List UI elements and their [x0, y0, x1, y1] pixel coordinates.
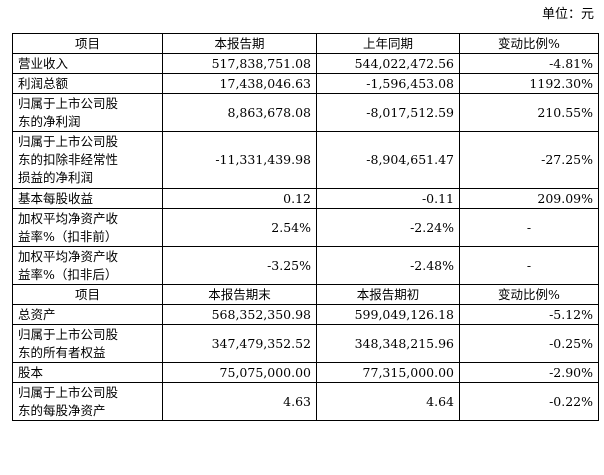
section2-header-row: 项目 本报告期末 本报告期初 变动比例% — [12, 284, 599, 305]
table-row: 归属于上市公司股 东的所有者权益 347,479,352.52 348,348,… — [12, 324, 599, 363]
column-header-prior-period: 上年同期 — [316, 33, 460, 54]
row-label: 加权平均净资产收 益率%（扣非前） — [12, 208, 163, 247]
current-value: 2.54% — [162, 208, 317, 247]
prior-value: 348,348,215.96 — [316, 324, 460, 363]
table-row: 归属于上市公司股 东的每股净资产 4.63 4.64 -0.22% — [12, 382, 599, 421]
prior-value: -2.48% — [316, 246, 460, 285]
prior-value: 544,022,472.56 — [316, 53, 460, 74]
current-value: 347,479,352.52 — [162, 324, 317, 363]
prior-value: -2.24% — [316, 208, 460, 247]
column-header-period-start: 本报告期初 — [316, 284, 460, 305]
change-value: - — [459, 246, 599, 285]
column-header-item: 项目 — [12, 284, 163, 305]
current-value: -3.25% — [162, 246, 317, 285]
change-value: -0.22% — [459, 382, 599, 421]
change-value: 209.09% — [459, 188, 599, 209]
row-label: 总资产 — [12, 304, 163, 325]
row-label: 归属于上市公司股 东的每股净资产 — [12, 382, 163, 421]
prior-value: 77,315,000.00 — [316, 362, 460, 383]
table-row: 基本每股收益 0.12 -0.11 209.09% — [12, 188, 599, 209]
change-value: -4.81% — [459, 53, 599, 74]
current-value: 75,075,000.00 — [162, 362, 317, 383]
change-value: -2.90% — [459, 362, 599, 383]
change-value: 1192.30% — [459, 73, 599, 94]
prior-value: 599,049,126.18 — [316, 304, 460, 325]
row-label: 归属于上市公司股 东的净利润 — [12, 93, 163, 132]
row-label: 加权平均净资产收 益率%（扣非后） — [12, 246, 163, 285]
prior-value: -8,904,651.47 — [316, 131, 460, 189]
prior-value: 4.64 — [316, 382, 460, 421]
row-label: 股本 — [12, 362, 163, 383]
current-value: 17,438,046.63 — [162, 73, 317, 94]
change-value: - — [459, 208, 599, 247]
column-header-change-pct: 变动比例% — [459, 33, 599, 54]
column-header-period-end: 本报告期末 — [162, 284, 317, 305]
change-value: 210.55% — [459, 93, 599, 132]
column-header-change-pct: 变动比例% — [459, 284, 599, 305]
table-row: 总资产 568,352,350.98 599,049,126.18 -5.12% — [12, 304, 599, 325]
section1-header-row: 项目 本报告期 上年同期 变动比例% — [12, 33, 599, 54]
table-row: 营业收入 517,838,751.08 544,022,472.56 -4.81… — [12, 53, 599, 74]
table-row: 归属于上市公司股 东的净利润 8,863,678.08 -8,017,512.5… — [12, 93, 599, 132]
row-label: 归属于上市公司股 东的扣除非经常性 损益的净利润 — [12, 131, 163, 189]
current-value: 4.63 — [162, 382, 317, 421]
change-value: -0.25% — [459, 324, 599, 363]
table-row: 加权平均净资产收 益率%（扣非后） -3.25% -2.48% - — [12, 246, 599, 285]
current-value: 568,352,350.98 — [162, 304, 317, 325]
financial-summary-table: 项目 本报告期 上年同期 变动比例% 营业收入 517,838,751.08 5… — [12, 33, 599, 421]
table-row: 利润总额 17,438,046.63 -1,596,453.08 1192.30… — [12, 73, 599, 94]
row-label: 归属于上市公司股 东的所有者权益 — [12, 324, 163, 363]
current-value: 8,863,678.08 — [162, 93, 317, 132]
current-value: 517,838,751.08 — [162, 53, 317, 74]
row-label: 利润总额 — [12, 73, 163, 94]
table-row: 归属于上市公司股 东的扣除非经常性 损益的净利润 -11,331,439.98 … — [12, 131, 599, 189]
change-value: -27.25% — [459, 131, 599, 189]
prior-value: -1,596,453.08 — [316, 73, 460, 94]
prior-value: -0.11 — [316, 188, 460, 209]
row-label: 营业收入 — [12, 53, 163, 74]
unit-label: 单位：元 — [541, 7, 594, 22]
column-header-item: 项目 — [12, 33, 163, 54]
current-value: -11,331,439.98 — [162, 131, 317, 189]
prior-value: -8,017,512.59 — [316, 93, 460, 132]
row-label: 基本每股收益 — [12, 188, 163, 209]
table-row: 股本 75,075,000.00 77,315,000.00 -2.90% — [12, 362, 599, 383]
table-row: 加权平均净资产收 益率%（扣非前） 2.54% -2.24% - — [12, 208, 599, 247]
current-value: 0.12 — [162, 188, 317, 209]
change-value: -5.12% — [459, 304, 599, 325]
column-header-current-period: 本报告期 — [162, 33, 317, 54]
